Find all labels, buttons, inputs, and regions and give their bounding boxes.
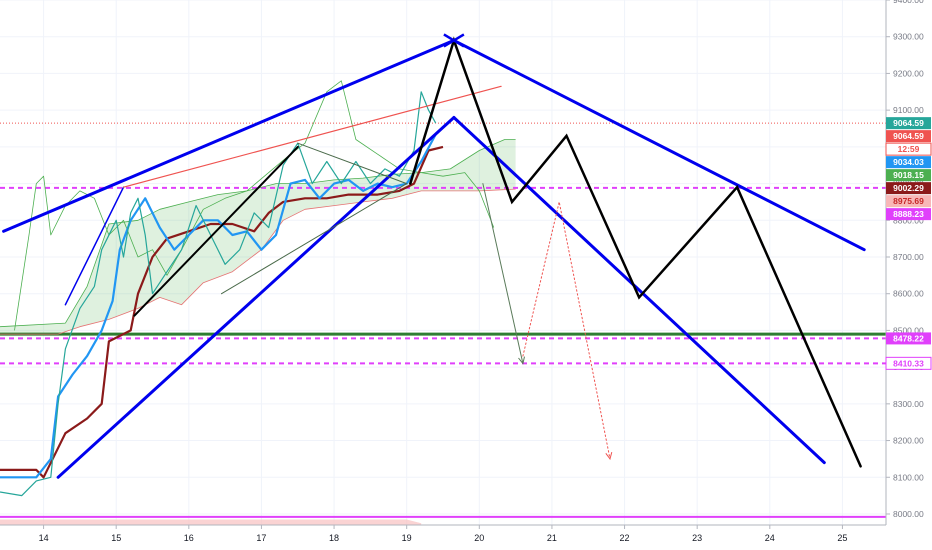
arrow-10[interactable] bbox=[482, 183, 524, 364]
x-tick-label: 15 bbox=[111, 533, 121, 543]
y-tick-label: 8600.00 bbox=[893, 289, 924, 299]
trendline-7[interactable] bbox=[221, 183, 408, 295]
price-badge-bg bbox=[886, 117, 931, 130]
trendline-1[interactable] bbox=[452, 38, 866, 252]
indicator-series bbox=[0, 80, 516, 497]
arrow-head-10 bbox=[518, 356, 525, 365]
x-tick-label: 14 bbox=[39, 533, 49, 543]
ichimoku-cloud bbox=[0, 139, 516, 525]
price-badge-label: 9064.59 bbox=[893, 118, 924, 128]
x-tick-label: 22 bbox=[620, 533, 630, 543]
x-tick-label: 23 bbox=[692, 533, 702, 543]
plot-background bbox=[0, 0, 886, 525]
series-price bbox=[0, 91, 437, 497]
trendline-8[interactable] bbox=[297, 142, 408, 185]
price-badge-label: 8410.33 bbox=[893, 358, 924, 368]
trend-drawings bbox=[2, 33, 866, 479]
series-base-line bbox=[0, 145, 444, 479]
series-cloud-span-a bbox=[0, 139, 516, 328]
x-tick-label: 17 bbox=[256, 533, 266, 543]
price-badge-bg bbox=[885, 142, 932, 156]
price-badge-label: 9034.03 bbox=[893, 157, 924, 167]
price-badge[interactable]: 12:59 bbox=[885, 142, 932, 156]
y-axis-panel bbox=[886, 0, 932, 550]
x-tick-label: 24 bbox=[765, 533, 775, 543]
price-badge[interactable]: 8478.22 bbox=[886, 332, 931, 345]
trendline-5[interactable] bbox=[133, 145, 299, 317]
x-tick-label: 20 bbox=[474, 533, 484, 543]
x-tick-label: 19 bbox=[402, 533, 412, 543]
price-badge-label: 8975.69 bbox=[893, 196, 924, 206]
price-badge[interactable]: 9064.59 bbox=[886, 117, 931, 130]
x-tick-label: 25 bbox=[837, 533, 847, 543]
price-badge-bg bbox=[885, 356, 932, 370]
top-cross-stroke-b bbox=[443, 33, 465, 48]
y-tick-label: 8100.00 bbox=[893, 472, 924, 482]
price-badge-bg bbox=[886, 156, 931, 169]
price-badge-label: 9064.59 bbox=[893, 131, 924, 141]
price-badge[interactable]: 9064.59 bbox=[886, 130, 931, 143]
price-badge-bg bbox=[886, 332, 931, 345]
price-badge[interactable]: 9018.15 bbox=[886, 169, 931, 182]
price-badge[interactable]: 8975.69 bbox=[886, 195, 931, 208]
trendline-4[interactable] bbox=[64, 186, 125, 306]
y-tick-label: 9300.00 bbox=[893, 32, 924, 42]
price-badge-bg bbox=[886, 195, 931, 208]
y-tick-label: 9400.00 bbox=[893, 0, 924, 5]
price-badge-bg bbox=[886, 208, 931, 221]
price-badge-label: 9002.29 bbox=[893, 183, 924, 193]
trendline-2[interactable] bbox=[56, 116, 456, 479]
price-badge-label: 12:59 bbox=[898, 144, 920, 154]
x-tick-label: 18 bbox=[329, 533, 339, 543]
volume-band bbox=[0, 519, 422, 525]
price-badge-bg bbox=[886, 130, 931, 143]
arrow-head-11 bbox=[605, 451, 613, 461]
x-tick-label: 21 bbox=[547, 533, 557, 543]
arrow-11[interactable] bbox=[522, 201, 611, 460]
price-badge[interactable]: 9034.03 bbox=[886, 156, 931, 169]
price-badge-label: 8888.23 bbox=[893, 209, 924, 219]
x-axis-panel bbox=[0, 525, 886, 550]
y-tick-label: 8500.00 bbox=[893, 325, 924, 335]
price-badge[interactable]: 8410.33 bbox=[885, 356, 932, 370]
series-conversion-line bbox=[0, 133, 437, 479]
price-badge-label: 8478.22 bbox=[893, 333, 924, 343]
y-tick-label: 8000.00 bbox=[893, 509, 924, 519]
y-tick-label: 8800.00 bbox=[893, 215, 924, 225]
price-badge[interactable]: 8888.23 bbox=[886, 208, 931, 221]
trendline-3[interactable] bbox=[452, 116, 826, 465]
y-tick-label: 8200.00 bbox=[893, 436, 924, 446]
trendline-6[interactable] bbox=[122, 85, 502, 188]
price-badges: 9064.59 9064.59 12:59 9034.03 9018.15 9002.29… bbox=[885, 117, 932, 370]
y-tick-label: 9100.00 bbox=[893, 105, 924, 115]
trendline-0[interactable] bbox=[2, 38, 456, 233]
x-tick-label: 16 bbox=[184, 533, 194, 543]
y-tick-label: 9200.00 bbox=[893, 68, 924, 78]
y-tick-label: 8700.00 bbox=[893, 252, 924, 262]
price-badge-label: 9018.15 bbox=[893, 170, 924, 180]
price-badge[interactable]: 9002.29 bbox=[886, 182, 931, 195]
price-badge-bg bbox=[886, 182, 931, 195]
y-tick-label: 8300.00 bbox=[893, 399, 924, 409]
cloud-fill bbox=[0, 139, 516, 335]
price-badge-bg bbox=[886, 169, 931, 182]
